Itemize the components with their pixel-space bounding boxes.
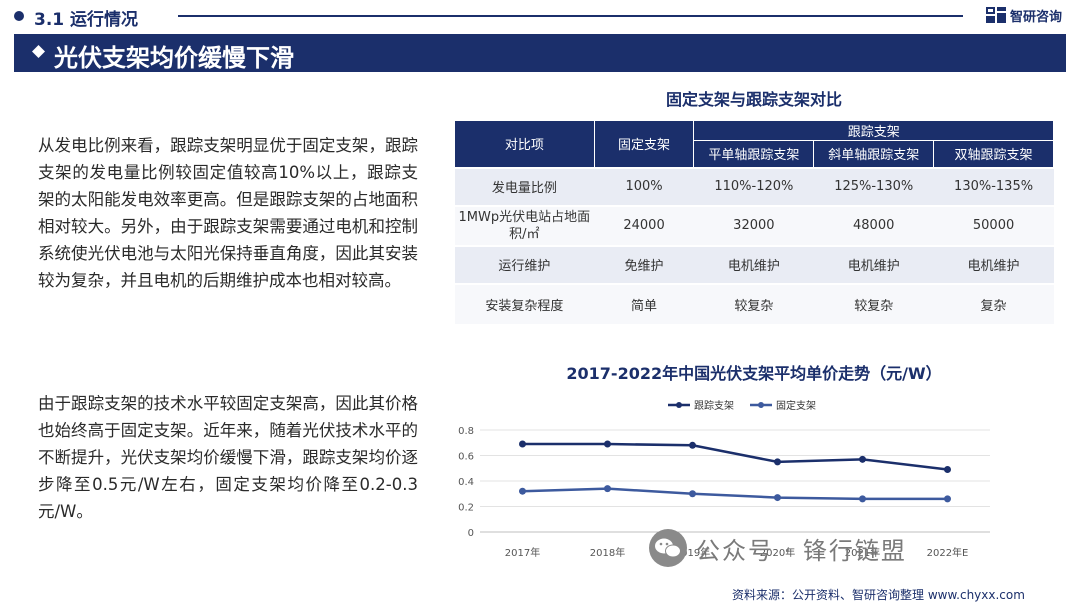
page-title: 光伏支架均价缓慢下滑 bbox=[54, 44, 294, 72]
table-cell: 48000 bbox=[813, 204, 934, 246]
y-tick-label: 0.6 bbox=[458, 452, 474, 463]
table-cell: 电机维护 bbox=[813, 244, 934, 284]
table-cell: 100% bbox=[594, 166, 694, 206]
section-divider bbox=[178, 15, 963, 17]
data-point bbox=[774, 458, 781, 466]
row-label: 安装复杂程度 bbox=[454, 282, 595, 324]
data-point bbox=[604, 485, 611, 493]
table-cell: 较复杂 bbox=[813, 282, 934, 324]
table-cell: 较复杂 bbox=[693, 282, 814, 324]
data-point bbox=[689, 441, 696, 449]
data-point bbox=[774, 494, 781, 502]
section-title: 3.1 运行情况 bbox=[34, 10, 139, 30]
table-cell: 130%-135% bbox=[933, 166, 1054, 206]
wechat-icon bbox=[649, 529, 687, 567]
data-point bbox=[519, 487, 526, 495]
header-sub-3: 双轴跟踪支架 bbox=[933, 140, 1054, 168]
table-row: 安装复杂程度 简单 较复杂 较复杂 复杂 bbox=[454, 282, 1054, 324]
data-point bbox=[689, 490, 696, 498]
top-bar: 3.1 运行情况 智研咨询 bbox=[0, 0, 1080, 32]
table-cell: 电机维护 bbox=[933, 244, 1054, 284]
data-point bbox=[944, 495, 951, 503]
table-cell: 50000 bbox=[933, 204, 1054, 246]
x-tick-label: 2022年E bbox=[927, 546, 969, 559]
title-banner: 光伏支架均价缓慢下滑 bbox=[14, 34, 1066, 72]
legend-marker bbox=[676, 402, 682, 408]
table-cell: 简单 bbox=[594, 282, 694, 324]
table-cell: 125%-130% bbox=[813, 166, 934, 206]
data-point bbox=[859, 455, 866, 463]
data-point bbox=[944, 466, 951, 474]
data-point bbox=[519, 440, 526, 448]
body-paragraph-1: 从发电比例来看，跟踪支架明显优于固定支架，跟踪支架的发电量比例较固定值较高10%… bbox=[38, 136, 418, 290]
source-note: 资料来源：公开资料、智研咨询整理 www.chyxx.com bbox=[732, 588, 1025, 602]
chart-title: 2017-2022年中国光伏支架平均单价走势（元/W） bbox=[566, 364, 942, 383]
watermark: 公众号 · 锋行链盟 bbox=[648, 528, 907, 568]
series-line bbox=[522, 442, 948, 471]
y-tick-label: 0.2 bbox=[458, 503, 474, 514]
watermark-text: 公众号 · 锋行链盟 bbox=[696, 536, 907, 565]
header-item: 对比项 bbox=[454, 120, 595, 168]
x-tick-label: 2017年 bbox=[505, 546, 540, 559]
y-tick-label: 0.8 bbox=[458, 426, 474, 437]
row-label: 运行维护 bbox=[454, 244, 595, 284]
table-cell: 电机维护 bbox=[693, 244, 814, 284]
data-point bbox=[859, 495, 866, 503]
header-sub-2: 斜单轴跟踪支架 bbox=[813, 140, 935, 168]
legend-label: 跟踪支架 bbox=[694, 399, 734, 412]
header-sub-1: 平单轴跟踪支架 bbox=[693, 140, 815, 168]
comparison-table: 对比项 固定支架 跟踪支架 平单轴跟踪支架 斜单轴跟踪支架 双轴跟踪支架 发电量… bbox=[454, 120, 1054, 324]
table-row: 发电量比例 100% 110%-120% 125%-130% 130%-135% bbox=[454, 166, 1054, 206]
brand: 智研咨询 bbox=[985, 5, 1062, 25]
y-tick-label: 0.4 bbox=[458, 477, 474, 488]
row-label: 发电量比例 bbox=[454, 166, 595, 206]
brand-logo-icon bbox=[986, 7, 1006, 23]
diamond-icon bbox=[32, 45, 45, 58]
x-tick-label: 2018年 bbox=[590, 546, 625, 559]
y-tick-label: 0 bbox=[468, 528, 474, 539]
table-row: 1MWp光伏电站占地面积/㎡ 24000 32000 48000 50000 bbox=[454, 204, 1054, 246]
brand-name: 智研咨询 bbox=[1010, 9, 1063, 25]
table-cell: 32000 bbox=[693, 204, 814, 246]
legend-marker bbox=[758, 402, 764, 408]
x-tick-label: 2021年 bbox=[845, 546, 880, 559]
body-paragraph-2: 由于跟踪支架的技术水平较固定支架高，因此其价格也始终高于固定支架。近年来，随着光… bbox=[38, 394, 418, 521]
row-label: 1MWp光伏电站占地面积/㎡ bbox=[454, 204, 595, 246]
table-cell: 免维护 bbox=[594, 244, 694, 284]
table-row: 运行维护 免维护 电机维护 电机维护 电机维护 bbox=[454, 244, 1054, 284]
header-fixed: 固定支架 bbox=[593, 120, 695, 168]
table-cell: 24000 bbox=[594, 204, 694, 246]
section-bullet-icon bbox=[14, 11, 24, 21]
series-line bbox=[522, 487, 948, 501]
x-tick-label: 2020年 bbox=[760, 546, 795, 559]
data-point bbox=[604, 440, 611, 448]
table-cell: 110%-120% bbox=[693, 166, 814, 206]
table-title: 固定支架与跟踪支架对比 bbox=[665, 90, 842, 109]
table-cell: 复杂 bbox=[933, 282, 1054, 324]
legend-label: 固定支架 bbox=[776, 399, 816, 412]
header-tracking-group: 跟踪支架 bbox=[693, 120, 1054, 141]
